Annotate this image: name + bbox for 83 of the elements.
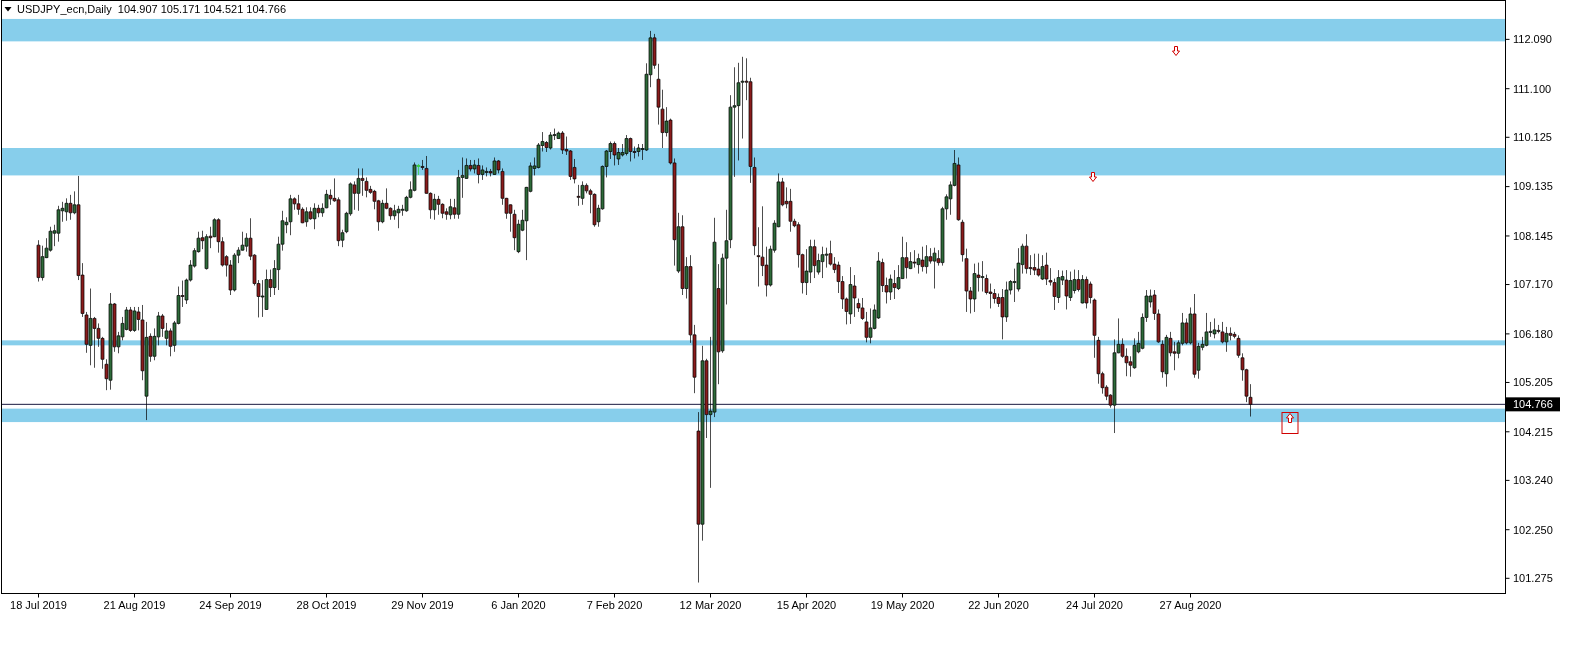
x-tick-label: 6 Jan 2020 — [491, 598, 546, 611]
candlestick — [1084, 276, 1089, 309]
candlestick — [932, 247, 937, 289]
ref-line-label: 104.766 — [1513, 398, 1553, 411]
candlestick — [1064, 269, 1069, 310]
candlestick — [848, 266, 853, 325]
x-tick-label: 28 Oct 2019 — [296, 598, 357, 611]
candlestick — [1040, 254, 1045, 281]
candlestick — [356, 168, 361, 212]
candlestick — [788, 188, 793, 233]
y-tick-label: 102.250 — [1513, 523, 1553, 536]
candlestick — [396, 205, 401, 229]
candlestick — [436, 195, 441, 216]
candlestick — [416, 163, 421, 176]
candlestick — [560, 130, 565, 155]
x-tick-label: 7 Feb 2020 — [586, 598, 643, 611]
x-tick-label: 12 Mar 2020 — [679, 598, 742, 611]
x-tick-label: 27 Aug 2020 — [1159, 598, 1222, 611]
y-tick-label: 108.145 — [1513, 229, 1553, 242]
y-tick-label: 107.170 — [1513, 278, 1553, 291]
y-tick-label: 112.090 — [1513, 33, 1552, 46]
x-tick-label: 21 Aug 2019 — [103, 598, 166, 611]
candlestick — [36, 239, 41, 282]
y-tick-label: 101.275 — [1513, 572, 1553, 585]
candlestick — [476, 158, 481, 184]
candlestick — [972, 263, 977, 313]
x-tick-label: 19 May 2020 — [870, 598, 935, 611]
y-tick-label: 106.180 — [1513, 327, 1553, 340]
candlestick — [1192, 293, 1197, 379]
candlestick — [484, 167, 489, 177]
y-tick-label: 111.100 — [1513, 82, 1552, 95]
x-tick-label: 29 Nov 2019 — [391, 598, 454, 611]
candlestick — [108, 292, 113, 391]
candlestick — [56, 205, 61, 243]
candlestick — [1164, 334, 1169, 388]
candlestick — [592, 193, 597, 228]
candlestick — [980, 260, 985, 292]
candlestick — [1036, 253, 1041, 277]
candlestick — [868, 308, 873, 344]
y-tick-label: 110.125 — [1513, 131, 1552, 144]
x-tick-label: 18 Jul 2019 — [10, 598, 67, 611]
x-tick-label: 24 Jul 2020 — [1066, 598, 1123, 611]
candlestick — [492, 157, 497, 176]
candlestick — [612, 141, 617, 166]
y-tick-label: 105.205 — [1513, 376, 1553, 389]
candlestick — [636, 143, 641, 157]
candlestick — [1032, 253, 1037, 276]
y-tick-label: 103.240 — [1513, 474, 1553, 487]
candlestick — [132, 306, 137, 333]
candlestick — [992, 288, 997, 304]
candlestick — [892, 269, 897, 300]
candlestick — [432, 193, 437, 221]
candlestick — [628, 137, 633, 162]
candlestick — [888, 274, 893, 301]
candlestick — [88, 288, 93, 366]
candlestick — [904, 241, 909, 279]
candlestick — [1212, 318, 1217, 339]
candlestick — [924, 244, 929, 274]
candlestick — [1080, 274, 1085, 304]
candlestick — [920, 246, 925, 272]
candlestick — [1224, 326, 1229, 353]
candlestick — [1024, 233, 1029, 274]
candlestick — [1204, 312, 1209, 347]
candlestick — [680, 214, 685, 296]
candlestick — [812, 239, 817, 279]
x-tick-label: 24 Sep 2019 — [199, 598, 262, 611]
chart-title: USDJPY_ecn,Daily 104.907 105.171 104.521 104.766 — [17, 3, 287, 15]
candlestick — [448, 198, 453, 220]
candlestick — [580, 181, 585, 206]
candlestick — [128, 306, 133, 333]
candlestick — [576, 184, 581, 207]
candlestick — [68, 194, 73, 221]
candlestick — [548, 131, 553, 150]
x-tick-label: 15 Apr 2020 — [776, 598, 837, 611]
candlestick — [1044, 252, 1049, 286]
y-tick-label: 104.215 — [1513, 425, 1553, 438]
candlestick — [820, 246, 825, 279]
y-tick-label: 109.135 — [1513, 180, 1553, 193]
candlestick — [288, 194, 293, 236]
x-tick-label: 22 Jun 2020 — [968, 598, 1029, 611]
candlestick — [304, 206, 309, 228]
candlestick — [312, 202, 317, 230]
candlestick — [64, 197, 69, 222]
